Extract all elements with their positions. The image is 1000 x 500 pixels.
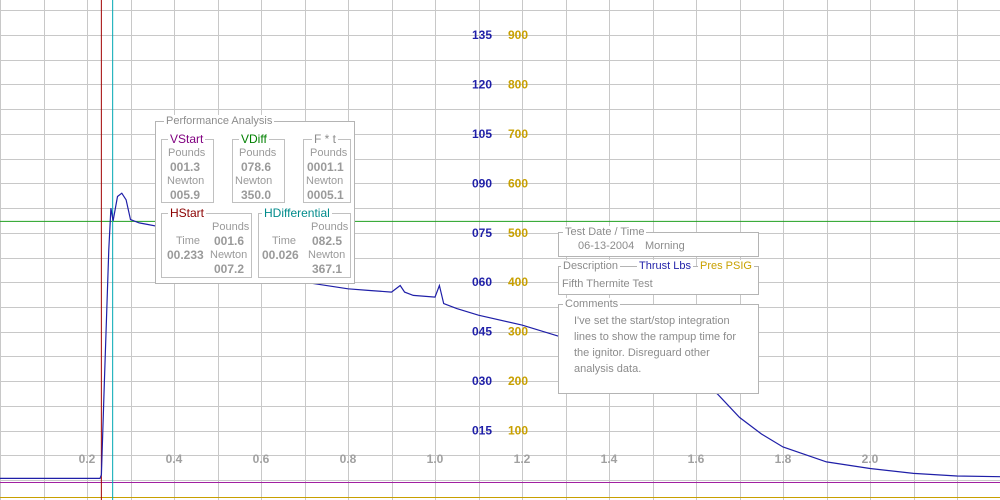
ft-newton-label: Newton (306, 175, 344, 187)
thrust-lbs-legend: Thrust Lbs (637, 260, 693, 272)
vdiff-newton-value: 350.0 (241, 188, 272, 202)
test-date-value: 06-13-2004 (578, 240, 635, 252)
y-right-tick-label: 400 (508, 275, 528, 289)
vstart-title: VStart (168, 132, 206, 146)
y-left-tick-label: 075 (472, 226, 492, 240)
vdiff-group: VDiff Pounds 078.6 Newton 350.0 (232, 133, 285, 203)
hstart-newton-value: 007.2 (214, 262, 245, 276)
y-left-tick-label: 015 (472, 424, 492, 438)
hstart-pounds-label: Pounds (212, 221, 250, 233)
vstart-newton-label: Newton (167, 175, 205, 187)
x-tick-label: 1.4 (601, 452, 618, 466)
x-tick-label: 1.0 (427, 452, 444, 466)
x-tick-label: 0.4 (166, 452, 183, 466)
hdifferential-pounds-label: Pounds (311, 221, 349, 233)
hdifferential-newton-value: 367.1 (312, 262, 343, 276)
ft-pounds-label: Pounds (310, 147, 348, 159)
vstart-pounds-label: Pounds (168, 147, 206, 159)
x-tick-label: 0.8 (340, 452, 357, 466)
hdifferential-time-label: Time (272, 235, 297, 247)
performance-analysis-title: Performance Analysis (164, 115, 275, 127)
x-axis-ticks: 0.2 0.4 0.6 0.8 1.0 1.2 1.4 1.6 1.8 2.0 (79, 452, 879, 466)
vdiff-pounds-value: 078.6 (241, 160, 272, 174)
comment-line: the ignitor. Disreguard other (574, 347, 710, 359)
hstart-time-value: 00.233 (167, 248, 204, 262)
y-axis-ticks: 015 100 030 200 045 300 060 400 075 500 090 600 105 7… (472, 28, 528, 438)
vstart-pounds-value: 001.3 (170, 160, 201, 174)
hstart-newton-label: Newton (210, 249, 248, 261)
hstart-title: HStart (168, 206, 207, 220)
y-right-tick-label: 500 (508, 226, 528, 240)
vstart-newton-value: 005.9 (170, 188, 201, 202)
comment-line: analysis data. (574, 363, 642, 375)
thrust-series-line (0, 192, 1000, 479)
y-left-tick-label: 045 (472, 325, 492, 339)
y-left-tick-label: 120 (472, 77, 492, 91)
x-tick-label: 0.6 (253, 452, 270, 466)
x-tick-label: 1.2 (514, 452, 531, 466)
vstart-group: VStart Pounds 001.3 Newton 005.9 (161, 133, 214, 203)
comments-panel: Comments I've set the start/stop integra… (558, 298, 759, 394)
pres-psig-legend: Pres PSIG (698, 260, 754, 272)
y-left-tick-label: 090 (472, 176, 492, 190)
hstart-pounds-value: 001.6 (214, 234, 245, 248)
ft-pounds-value: 0001.1 (307, 160, 344, 174)
test-date-legend: Test Date / Time (563, 226, 647, 238)
ft-newton-value: 0005.1 (307, 188, 344, 202)
description-panel: Description Thrust Lbs Pres PSIG Fifth T… (558, 260, 759, 295)
hstart-time-label: Time (176, 235, 201, 247)
y-left-tick-label: 060 (472, 275, 492, 289)
hdifferential-title: HDifferential (262, 206, 332, 220)
y-right-tick-label: 700 (508, 127, 528, 141)
test-time-value: Morning (645, 240, 685, 252)
performance-analysis-panel: Performance Analysis VStart Pounds 001.3… (155, 115, 355, 284)
description-legend: Description (561, 260, 621, 272)
y-right-tick-label: 800 (508, 77, 528, 91)
hdifferential-newton-label: Newton (308, 249, 346, 261)
vdiff-pounds-label: Pounds (239, 147, 277, 159)
ft-group: F * t Pounds 0001.1 Newton 0005.1 (303, 133, 351, 203)
hdifferential-group: HDifferential Pounds Time 082.5 00.026 N… (258, 207, 351, 278)
x-tick-label: 1.6 (688, 452, 705, 466)
vdiff-title: VDiff (239, 132, 269, 146)
y-right-tick-label: 100 (508, 424, 528, 438)
y-left-tick-label: 105 (472, 127, 492, 141)
description-text: Fifth Thermite Test (562, 278, 653, 290)
y-left-tick-label: 030 (472, 374, 492, 388)
x-tick-label: 2.0 (862, 452, 879, 466)
ft-title: F * t (312, 132, 339, 146)
hstart-group: HStart Pounds Time 001.6 00.233 Newton 0… (161, 207, 252, 278)
x-tick-label: 1.8 (775, 452, 792, 466)
y-right-tick-label: 600 (508, 176, 528, 190)
y-right-tick-label: 200 (508, 374, 528, 388)
x-tick-label: 0.2 (79, 452, 96, 466)
y-left-tick-label: 135 (472, 28, 492, 42)
comment-line: lines to show the rampup time for (574, 331, 737, 343)
y-right-tick-label: 300 (508, 325, 528, 339)
comments-legend: Comments (563, 298, 621, 310)
y-right-tick-label: 900 (508, 28, 528, 42)
comment-line: I've set the start/stop integration (574, 315, 730, 327)
test-date-panel: Test Date / Time 06-13-2004 Morning (558, 226, 759, 257)
hdifferential-time-value: 00.026 (262, 248, 299, 262)
hdifferential-pounds-value: 082.5 (312, 234, 343, 248)
vdiff-newton-label: Newton (235, 175, 273, 187)
series-layer (0, 192, 1000, 479)
